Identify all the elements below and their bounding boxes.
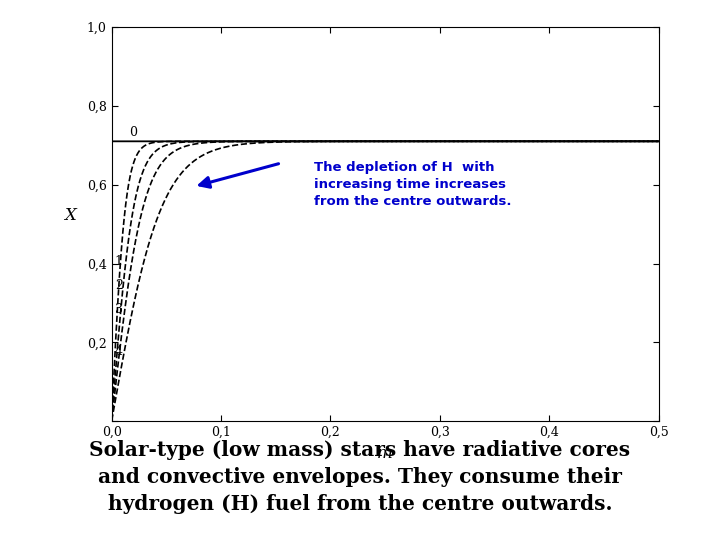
Text: 4: 4 (115, 345, 123, 357)
Text: 2: 2 (115, 279, 122, 292)
Text: 0: 0 (129, 126, 137, 139)
Text: Solar-type (low mass) stars have radiative cores
and convective envelopes. They : Solar-type (low mass) stars have radiati… (89, 440, 631, 515)
X-axis label: m: m (377, 444, 393, 462)
Text: The depletion of H  with
increasing time increases
from the centre outwards.: The depletion of H with increasing time … (314, 161, 512, 208)
Y-axis label: X: X (64, 207, 76, 224)
Text: 1: 1 (115, 255, 123, 268)
Text: 3: 3 (115, 302, 123, 315)
